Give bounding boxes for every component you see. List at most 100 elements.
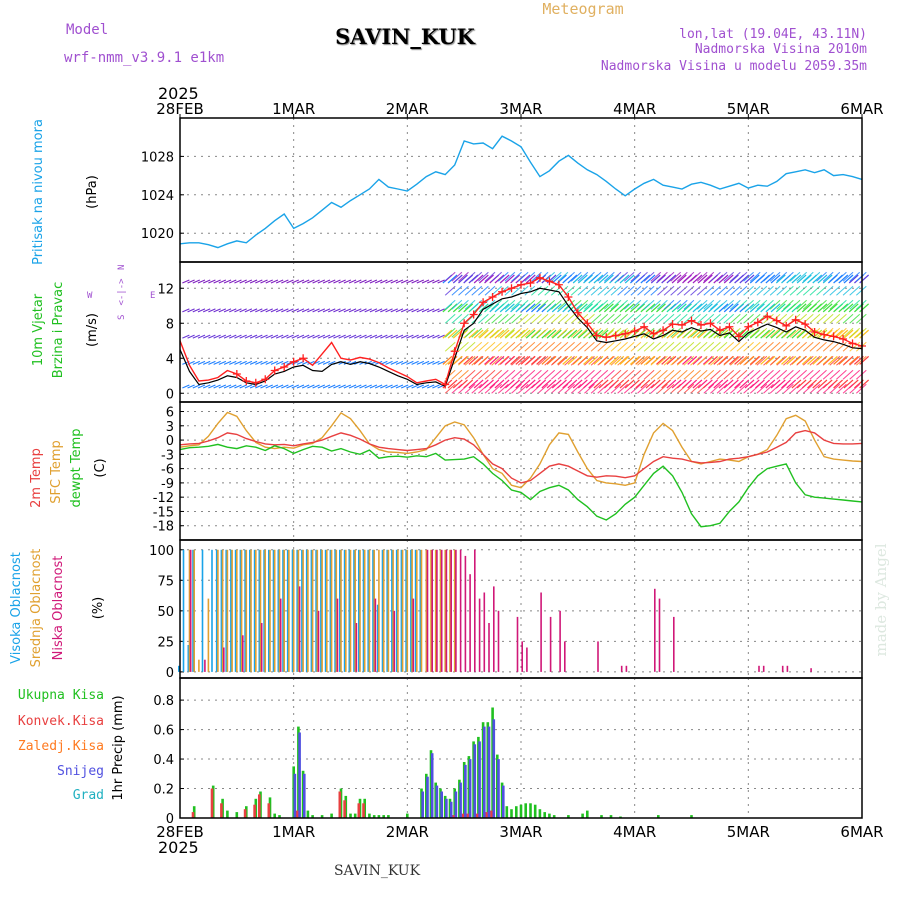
wind-barb-mark: [364, 384, 372, 389]
wind-barb-mark: [301, 334, 310, 339]
wind-barb-mark: [822, 327, 834, 338]
wind-barb-mark: [690, 299, 701, 310]
precip_total-bar: [372, 815, 376, 818]
wind-barb-mark: [597, 285, 609, 296]
cloud_low-bar: [497, 610, 500, 672]
wind-barb-mark: [756, 285, 768, 296]
wind-barb-mark: [610, 285, 622, 296]
cloud_high-bar: [395, 549, 398, 672]
wind-barb-mark: [775, 303, 786, 313]
wind-barb-mark: [643, 327, 655, 338]
gust-marker: [526, 279, 535, 287]
wind-barb-mark: [577, 383, 589, 394]
wind-barb-mark: [734, 379, 744, 389]
altitude-label: Nadmorska Visina 2010m: [695, 42, 867, 57]
wind-barb-mark: [676, 355, 687, 365]
precip_snow-bar: [502, 785, 505, 818]
wind-barb-mark: [536, 303, 547, 313]
precip_conv-bar: [220, 803, 223, 818]
cloud_high-bar: [315, 549, 317, 672]
wind-barb-mark: [317, 308, 326, 313]
cloud_low-bar: [597, 641, 599, 672]
svg-text:E: E: [150, 291, 155, 301]
wind-barb-mark: [710, 313, 721, 324]
wind-barb-mark: [524, 327, 536, 338]
wind-barb-mark: [213, 334, 221, 339]
wind-barb-mark: [338, 308, 346, 313]
wind-barb-mark: [531, 355, 541, 365]
wind-barb-mark: [524, 355, 536, 366]
wind-barb-mark: [497, 313, 509, 324]
x-axis-labels: 28FEB 28FEB 1MAR 1MAR 2MAR 2MAR 3MAR 3MAR 4MAR 4M…: [156, 100, 883, 841]
cloud_high-bar: [353, 549, 355, 672]
wind-barb-mark: [812, 379, 823, 389]
y-tick-label: 100: [149, 544, 174, 559]
cloud_mid-bar: [387, 549, 390, 672]
wind-barb-mark: [783, 313, 794, 324]
cloud_low-bar: [317, 610, 320, 672]
wind-barb-mark: [551, 274, 562, 284]
cloud_low-bar: [355, 623, 358, 672]
precip_snow-bar: [449, 801, 453, 818]
cloud_mid-bar: [269, 549, 271, 672]
wind-barb-mark: [426, 384, 435, 389]
wind-panel: 0 4 8 12: [157, 261, 870, 403]
wind-barb-mark: [829, 271, 841, 282]
wind-barb-mark: [716, 313, 728, 324]
wind-barb-mark: [765, 274, 776, 284]
cloud_low-bar: [242, 635, 244, 672]
wind-barb-mark: [369, 308, 378, 313]
wind-barb-mark: [291, 308, 300, 313]
wind-barb-mark: [697, 329, 708, 339]
wind-barb-mark: [730, 313, 741, 324]
wind-barb-mark: [312, 279, 320, 284]
wind-barb-mark: [286, 279, 294, 284]
wind-barb-mark: [749, 369, 761, 380]
wind-barb-mark: [380, 334, 388, 339]
wind-barb-mark: [769, 313, 781, 324]
cloud_high-bar: [291, 549, 294, 672]
precip_snow-bar: [445, 798, 448, 818]
wind-barb-mark: [537, 341, 549, 352]
wind-barb-mark: [604, 313, 615, 324]
wind-barb-mark: [504, 355, 516, 366]
wind-barb-mark: [833, 274, 843, 284]
wind-barb-mark: [610, 355, 622, 366]
wind-barb-mark: [464, 271, 476, 282]
cloud_high-bar: [249, 549, 251, 672]
gust-marker: [602, 333, 611, 342]
wind-barb-mark: [590, 313, 602, 324]
wind-barb-mark: [531, 369, 542, 380]
wind-barb-mark: [572, 274, 583, 284]
wind-barb-mark: [776, 383, 788, 394]
wind-barb-mark: [380, 279, 388, 284]
precip_snow-bar: [303, 773, 306, 818]
gust-marker: [640, 322, 649, 331]
wind-barb-mark: [218, 384, 227, 389]
wind-barb-mark: [550, 327, 562, 338]
cloud_low-bar: [279, 598, 282, 672]
cloud_mid-bar: [198, 659, 200, 672]
wind-barb-mark: [223, 360, 232, 365]
wind-barb-mark: [687, 379, 698, 389]
wind-barb-mark: [849, 341, 861, 352]
wind-barb-mark: [192, 334, 201, 339]
wind-barb-mark: [537, 285, 549, 296]
wind-barb-mark: [786, 379, 797, 389]
wind-barb-mark: [610, 341, 622, 352]
cloud_high-bar: [301, 549, 303, 672]
wind-barb-mark: [338, 384, 346, 389]
wind-barb-mark: [802, 299, 814, 310]
wind-barb-mark: [676, 369, 688, 380]
wind-barb-mark: [687, 329, 698, 339]
wind-barb-mark: [570, 383, 582, 394]
wind-barb-mark: [550, 313, 562, 324]
cloud_mid-bar: [449, 549, 451, 672]
gust-marker: [706, 319, 715, 328]
wind-barb-mark: [281, 308, 289, 313]
wind-barb-mark: [736, 313, 748, 324]
wind-barb-mark: [328, 384, 336, 389]
gust-marker: [479, 298, 488, 307]
wind-barb-mark: [234, 384, 242, 389]
